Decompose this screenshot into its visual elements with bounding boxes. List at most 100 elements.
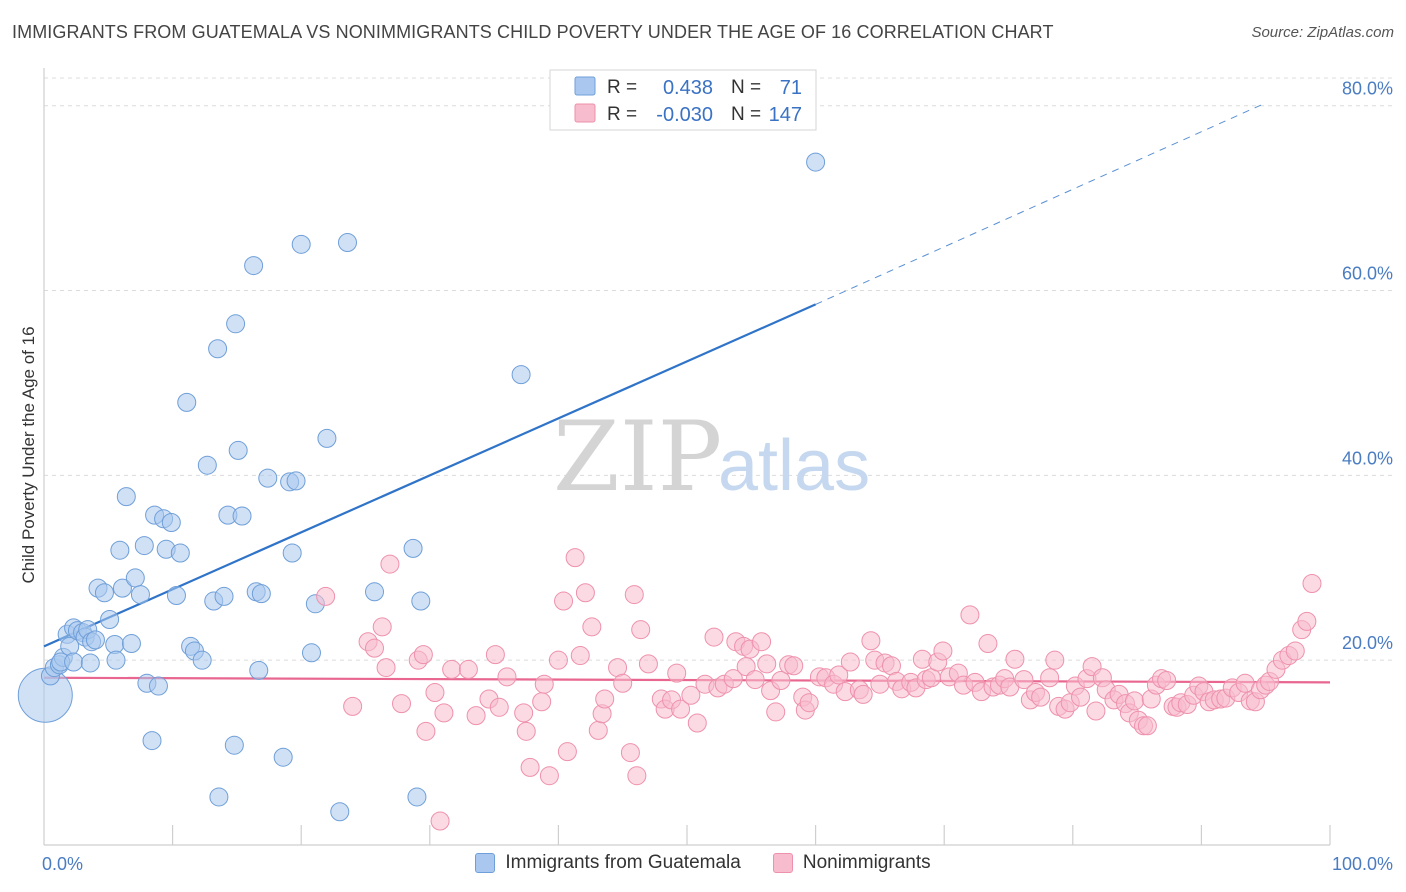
- point-pink: [316, 586, 336, 606]
- stats-blue-n-label: N =: [731, 77, 761, 98]
- stats-blue-r-value: 0.438: [663, 77, 713, 99]
- point-blue: [226, 314, 246, 334]
- point-blue: [301, 643, 321, 663]
- legend-item-nonimmigrants: Nonimmigrants: [772, 852, 931, 874]
- point-blue: [161, 512, 181, 532]
- point-pink: [933, 641, 953, 661]
- point-pink: [434, 703, 454, 723]
- point-blue: [403, 538, 423, 558]
- point-pink: [840, 652, 860, 672]
- point-pink: [1302, 573, 1322, 593]
- stats-pink-r-value: -0.030: [656, 104, 713, 126]
- y-tick-label: 60.0%: [1342, 264, 1393, 284]
- point-pink: [514, 703, 534, 723]
- point-pink: [554, 591, 574, 611]
- point-pink: [671, 699, 691, 719]
- stats-swatch-pink: [574, 103, 596, 123]
- point-pink: [1137, 716, 1157, 736]
- point-blue: [244, 256, 264, 276]
- point-pink: [416, 721, 436, 741]
- point-blue: [142, 731, 162, 751]
- point-pink: [497, 667, 517, 687]
- point-pink: [829, 665, 849, 685]
- point-blue: [121, 634, 141, 654]
- point-pink: [534, 674, 554, 694]
- point-blue: [511, 365, 531, 385]
- stats-swatch-blue: [574, 76, 596, 96]
- point-pink: [485, 645, 505, 665]
- point-pink: [376, 658, 396, 678]
- point-pink: [1125, 691, 1145, 711]
- legend-swatch-pink: [772, 853, 793, 873]
- watermark: ZIP atlas: [553, 401, 870, 513]
- point-pink: [570, 646, 590, 666]
- point-pink: [784, 656, 804, 676]
- point-blue: [197, 455, 217, 475]
- point-pink: [1086, 701, 1106, 721]
- point-pink: [624, 585, 644, 605]
- point-blue: [806, 152, 826, 172]
- point-pink: [458, 659, 478, 679]
- point-pink: [687, 713, 707, 733]
- point-pink: [638, 654, 658, 674]
- x-tick-label: 0.0%: [42, 854, 83, 874]
- legend-swatch-blue: [475, 853, 496, 873]
- point-blue: [80, 653, 100, 673]
- point-blue: [112, 578, 132, 598]
- point-blue: [148, 676, 168, 696]
- grid-lines: [44, 77, 1395, 661]
- point-pink: [489, 697, 509, 717]
- stats-blue-r-label: R =: [607, 77, 637, 98]
- y-tick-label: 80.0%: [1342, 79, 1393, 99]
- point-pink: [539, 766, 559, 786]
- point-pink: [667, 663, 687, 683]
- point-blue: [214, 586, 234, 606]
- axes: 20.0% 40.0% 60.0% 80.0% 0.0% 100.0%: [42, 68, 1393, 874]
- point-pink: [565, 548, 585, 568]
- point-pink: [582, 617, 602, 637]
- point-blue: [317, 428, 337, 448]
- point-pink: [1071, 687, 1091, 707]
- point-blue: [258, 468, 278, 488]
- series-blue: [17, 152, 826, 822]
- point-blue: [232, 506, 252, 526]
- point-pink: [575, 583, 595, 603]
- legend: Immigrants from Guatemala Nonimmigrants: [0, 852, 1406, 874]
- point-pink: [771, 671, 791, 691]
- point-pink: [1285, 641, 1305, 661]
- point-pink: [548, 650, 568, 670]
- point-pink: [766, 702, 786, 722]
- legend-label-nonimmigrants: Nonimmigrants: [802, 852, 931, 873]
- point-pink: [380, 554, 400, 574]
- point-pink: [430, 811, 450, 831]
- stats-pink-r-label: R =: [607, 104, 637, 125]
- point-blue: [166, 585, 186, 605]
- point-pink: [723, 669, 743, 689]
- point-pink: [1031, 687, 1051, 707]
- point-pink: [620, 743, 640, 763]
- point-blue: [286, 471, 306, 491]
- point-pink: [413, 645, 433, 665]
- point-blue: [125, 568, 145, 588]
- stats-pink-n-value: 147: [769, 104, 802, 126]
- series-pink: [316, 548, 1322, 831]
- point-pink: [343, 696, 363, 716]
- point-pink: [960, 605, 980, 625]
- point-pink: [861, 631, 881, 651]
- point-blue: [110, 540, 130, 560]
- point-pink: [425, 683, 445, 703]
- point-blue: [64, 652, 84, 672]
- point-pink: [532, 692, 552, 712]
- point-pink: [595, 689, 615, 709]
- point-pink: [853, 684, 873, 704]
- point-pink: [1005, 649, 1025, 669]
- point-blue: [291, 234, 311, 254]
- point-pink: [1045, 650, 1065, 670]
- y-axis-label: Child Poverty Under the Age of 16: [19, 326, 38, 583]
- point-blue: [365, 582, 385, 602]
- point-pink: [681, 685, 701, 705]
- point-pink: [704, 627, 724, 647]
- point-pink: [588, 720, 608, 740]
- trend-lines: [43, 102, 1331, 684]
